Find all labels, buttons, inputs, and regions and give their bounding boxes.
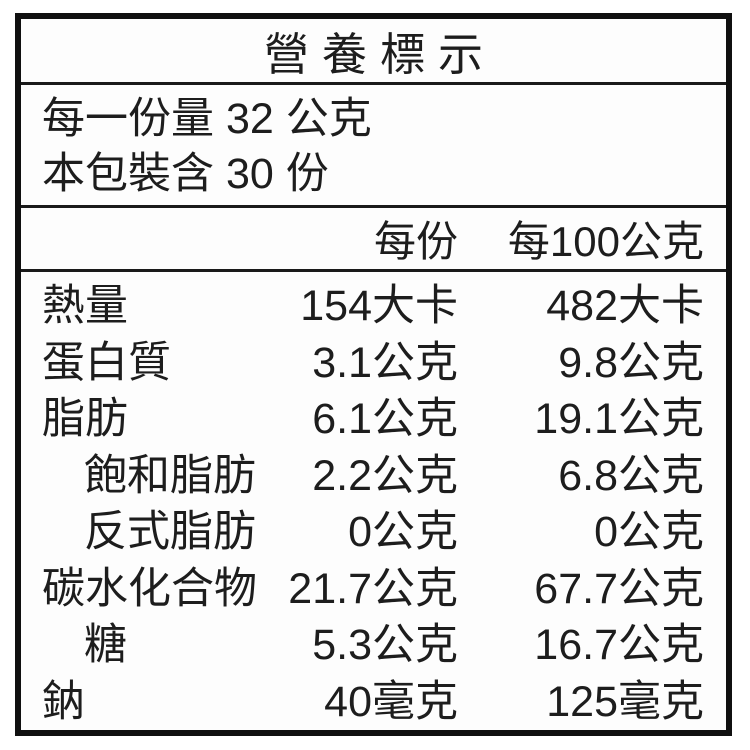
nutrient-per-100g-value: 125毫克 [546,677,704,726]
nutrient-row: 反式脂肪 0公克 0公克 [21,500,726,556]
nutrient-per-serving-value: 0公克 [348,508,458,557]
nutrient-per-serving-value: 3.1公克 [312,338,458,387]
nutrient-row: 碳水化合物 21.7公克 67.7公克 [21,557,726,613]
nutrient-name: 鈉 [42,677,85,726]
nutrient-row: 鈉 40毫克 125毫克 [21,670,726,726]
nutrient-per-100g-value: 67.7公克 [534,564,704,613]
nutrient-name: 碳水化合物 [42,564,257,613]
serving-size-line: 每一份量 32 公克 [42,95,372,143]
nutrient-name: 脂肪 [42,395,128,444]
nutrient-row: 蛋白質 3.1公克 9.8公克 [21,331,726,387]
nutrition-label: 營養標示 每一份量 32 公克 本包裝含 30 份 每份 每100公克 熱量 1… [15,13,732,736]
nutrient-per-100g-value: 16.7公克 [534,621,704,670]
nutrient-row: 飽和脂肪 2.2公克 6.8公克 [21,444,726,500]
nutrient-per-serving-value: 6.1公克 [312,395,458,444]
nutrient-rows: 熱量 154大卡 482大卡 蛋白質 3.1公克 9.8公克 脂肪 6.1公克 … [21,272,726,730]
nutrient-per-serving-value: 154大卡 [300,282,458,331]
nutrient-row: 糖 5.3公克 16.7公克 [21,613,726,669]
nutrient-per-serving-value: 40毫克 [324,677,458,726]
nutrient-name: 反式脂肪 [84,508,256,557]
nutrient-per-100g-value: 0公克 [594,508,704,557]
nutrient-row: 熱量 154大卡 482大卡 [21,274,726,330]
serving-info: 每一份量 32 公克 本包裝含 30 份 [21,85,726,205]
nutrient-per-100g-value: 6.8公克 [558,451,704,500]
nutrient-per-serving-value: 5.3公克 [312,621,458,670]
nutrient-row: 脂肪 6.1公克 19.1公克 [21,387,726,443]
label-title: 營養標示 [263,29,496,80]
nutrient-name: 熱量 [42,282,128,331]
nutrient-per-100g-value: 9.8公克 [558,338,704,387]
nutrient-per-serving-value: 2.2公克 [312,451,458,500]
divider-under-column-headers [21,269,726,272]
divider-under-serving-info [21,205,726,208]
nutrient-per-100g-value: 19.1公克 [534,395,704,444]
nutrient-name: 糖 [84,621,127,670]
column-header-per-serving: 每份 [373,218,458,265]
divider-under-title [21,82,726,85]
nutrient-name: 飽和脂肪 [84,451,256,500]
column-header-per-100g: 每100公克 [507,218,704,265]
nutrient-per-100g-value: 482大卡 [546,282,704,331]
nutrient-name: 蛋白質 [42,338,171,387]
servings-per-package-line: 本包裝含 30 份 [42,150,329,198]
nutrient-per-serving-value: 21.7公克 [288,564,458,613]
column-headers: 每份 每100公克 [21,208,726,269]
